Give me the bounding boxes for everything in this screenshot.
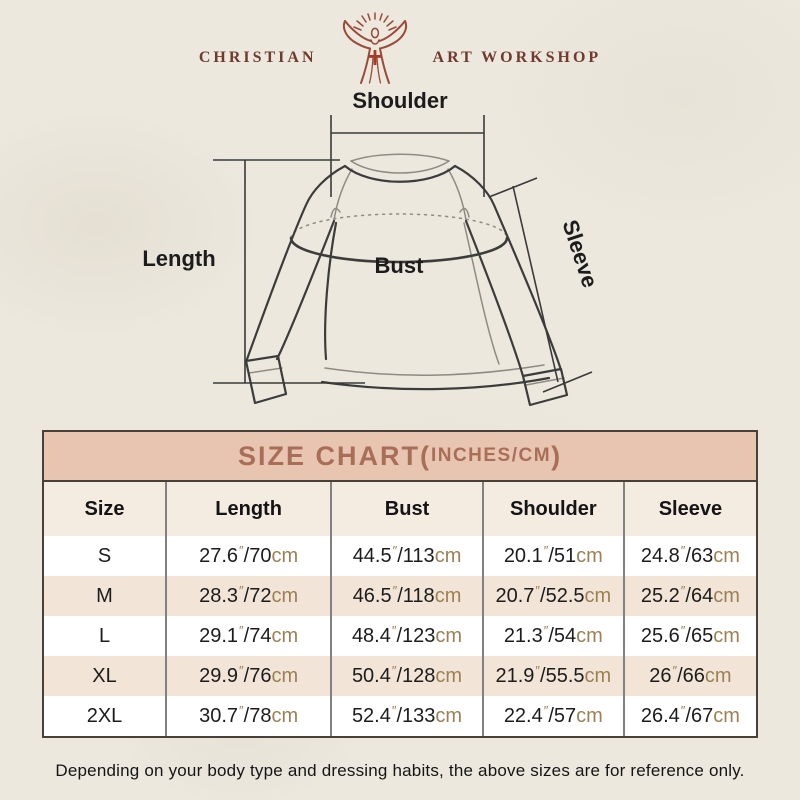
column-header-bust: Bust	[330, 482, 482, 536]
sleeve-dimension-label: Sleeve	[557, 217, 602, 291]
cross-icon	[368, 50, 381, 65]
size-cell: S	[97, 544, 112, 567]
sleeve-cell: 26.4 ″/67 cm	[622, 696, 756, 736]
column-header-length: Length	[165, 482, 331, 536]
sleeve-cell: 25.6 ″/65 cm	[622, 616, 756, 656]
bust-cell: 44.5 ″/113 cm	[330, 536, 482, 576]
sleeve-cell: 25.2 ″/64 cm	[622, 576, 756, 616]
shoulder-cell: 21.3 ″/54 cm	[481, 616, 623, 656]
title-unit: INCHES/CM	[430, 445, 552, 466]
size-chart-grid: Size Length Bust Shoulder Sleeve S 27.6 ″…	[44, 482, 756, 736]
column-header-size: Size	[44, 482, 166, 536]
title-main: SIZE CHART(	[237, 440, 431, 471]
size-cell: L	[98, 624, 111, 647]
title-close: )	[551, 440, 563, 471]
size-cell: XL	[44, 656, 166, 696]
bust-cell: 52.4 ″/133 cm	[330, 696, 482, 736]
shoulder-cell: 20.1 ″/51 cm	[481, 536, 623, 576]
jesus-rays-cross-icon	[342, 12, 407, 84]
size-chart-title: SIZE CHART(INCHES/CM)	[44, 432, 756, 482]
sweater-inner-lines	[248, 153, 565, 386]
shoulder-cell: 20.7 ″/52.5 cm	[481, 576, 623, 616]
brand-name-right: ART WORKSHOP	[432, 49, 602, 66]
column-header-sleeve: Sleeve	[622, 482, 756, 536]
bust-cell: 50.4 ″/128 cm	[330, 656, 482, 696]
brand-logo: CHRISTIAN	[0, 12, 800, 88]
reference-note: Depending on your body type and dressing…	[55, 761, 745, 780]
sleeve-cell: 26 ″/66 cm	[622, 656, 756, 696]
size-chart-table: SIZE CHART(INCHES/CM) Size Length Bust S…	[42, 430, 758, 738]
length-cell: 29.9 ″/76 cm	[165, 656, 331, 696]
length-cell: 28.3 ″/72 cm	[165, 576, 331, 616]
shoulder-cell: 21.9 ″/55.5 cm	[481, 656, 623, 696]
shoulder-cell: 22.4 ″/57 cm	[481, 696, 623, 736]
dimension-lines	[213, 115, 593, 393]
sweater-outline	[244, 164, 569, 407]
length-cell: 27.6 ″/70 cm	[165, 536, 330, 576]
sweater-measurement-diagram: Shoulder Length Bust Sleeve	[142, 88, 603, 407]
bust-dimension-label: Bust	[375, 253, 425, 278]
length-cell: 30.7 ″/78 cm	[165, 696, 330, 736]
length-dimension-label: Length	[142, 246, 215, 271]
size-cell: M	[44, 576, 166, 616]
size-cell: 2XL	[86, 704, 123, 727]
bust-cell: 48.4 ″/123 cm	[330, 616, 482, 656]
sleeve-cell: 24.8 ″/63 cm	[622, 536, 756, 576]
length-cell: 29.1 ″/74 cm	[165, 616, 330, 656]
column-header-shoulder: Shoulder	[481, 482, 623, 536]
shoulder-dimension-label: Shoulder	[352, 88, 448, 113]
bust-cell: 46.5 ″/118 cm	[330, 576, 482, 616]
brand-name-left: CHRISTIAN	[198, 49, 317, 66]
